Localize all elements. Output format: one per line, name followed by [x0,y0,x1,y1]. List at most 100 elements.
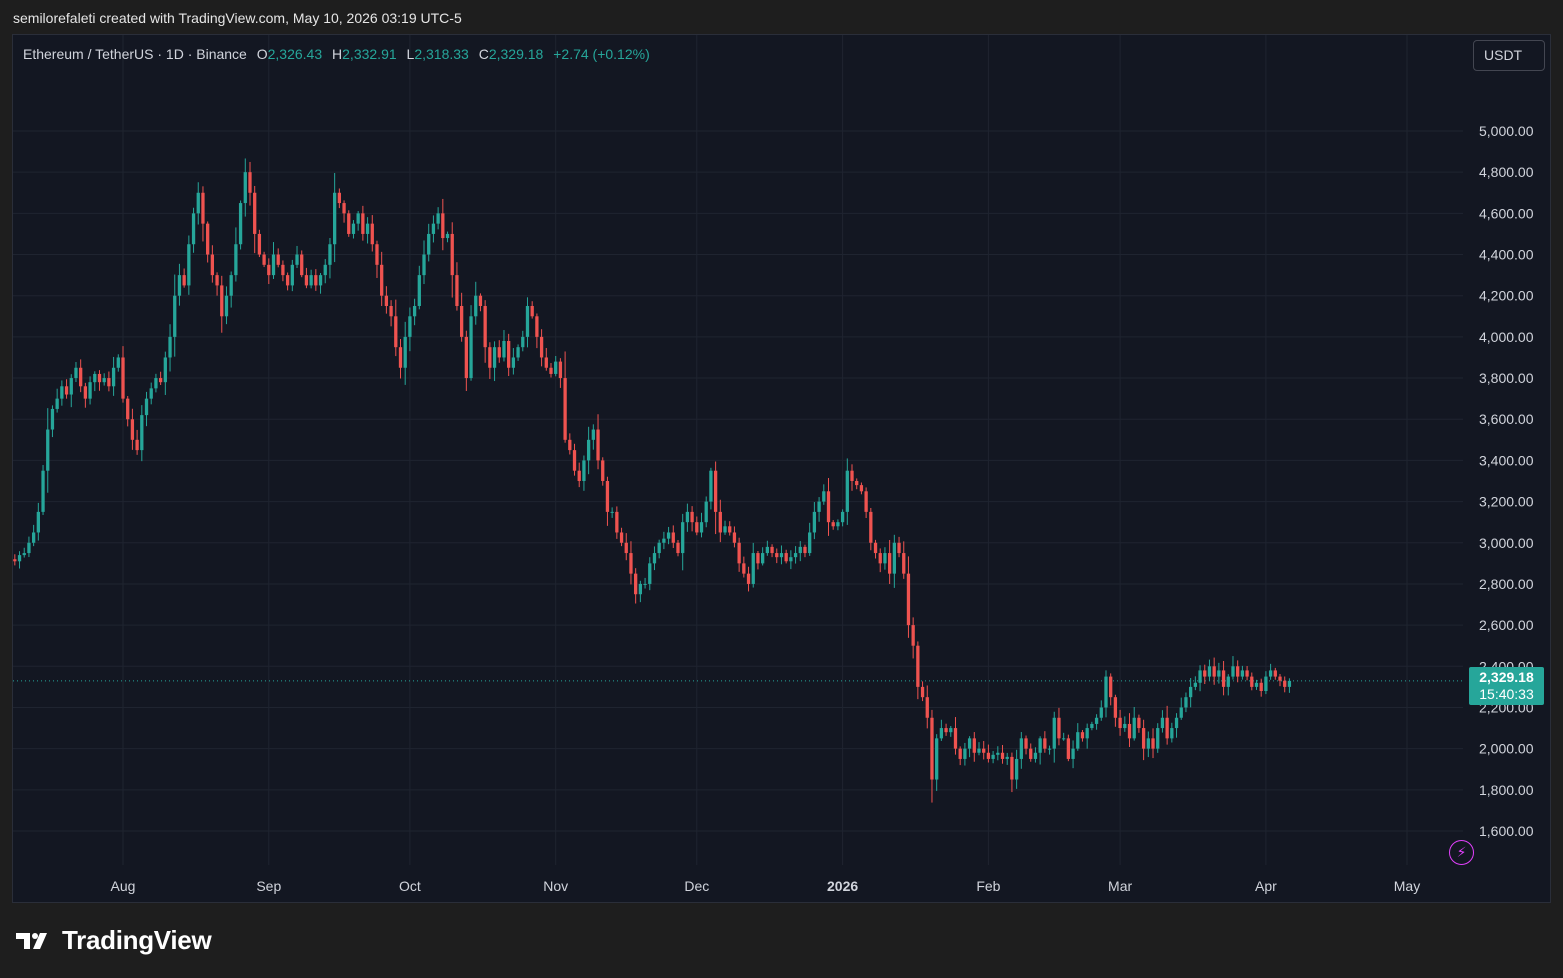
chart-pane[interactable]: 1,600.001,800.002,000.002,200.002,400.00… [12,34,1551,903]
candle [836,519,840,531]
candle [972,732,976,762]
candle [539,329,544,367]
candle [253,185,257,254]
candle [1254,679,1259,690]
candlestick-chart[interactable]: 1,600.001,800.002,000.002,200.002,400.00… [13,35,1551,903]
candle [187,235,191,295]
candle [906,556,911,638]
candle [779,545,784,565]
candle [1066,734,1071,762]
candle [873,539,878,559]
candle [516,344,520,361]
candle [41,465,45,515]
candle [154,373,158,393]
candle [1118,709,1122,736]
tradingview-logo-icon [16,932,47,949]
candle [1094,714,1099,730]
candle [220,275,224,333]
candle [1019,732,1023,769]
candle [1052,711,1056,763]
candle [262,251,266,268]
candle [756,550,760,570]
candle [911,617,915,659]
candle [624,533,628,561]
candle [1273,667,1277,680]
candle [492,341,497,382]
price-tick-label: 4,000.00 [1479,329,1534,345]
candle [238,200,243,250]
candle [168,324,172,372]
price-tick-label: 4,600.00 [1479,205,1534,221]
candle [572,443,577,476]
candle [1014,749,1019,789]
candle [1099,700,1103,721]
candle [196,182,200,225]
candle [822,484,826,505]
candle [1184,692,1188,713]
candle [1156,723,1160,753]
candle [666,526,671,545]
candle [295,245,299,269]
candle [121,346,125,403]
candle [191,207,196,253]
candle [281,260,285,282]
candle [577,462,581,488]
candle [234,227,238,282]
candle [1137,714,1141,733]
candle [803,544,807,558]
candle [144,391,149,427]
candle [883,547,887,570]
candle [1033,747,1038,763]
candle [333,172,337,263]
brand-footer: TradingView [16,925,212,956]
symbol-name[interactable]: Ethereum / TetherUS · 1D · Binance [23,46,247,62]
candle [652,546,657,571]
candle [356,211,360,231]
candle [582,455,586,491]
price-tick-label: 2,600.00 [1479,617,1534,633]
candle [887,539,892,585]
candle [718,499,722,543]
candle [149,382,153,405]
candle [826,478,831,536]
candle [1080,729,1085,742]
candle [996,746,1000,761]
candle [601,457,605,486]
candle [685,503,690,532]
candle [1104,670,1108,718]
candle [314,269,318,291]
candle [676,539,680,557]
candle [64,379,69,399]
candle [1259,678,1263,697]
candle [46,408,50,493]
candle [982,741,986,760]
candle [177,263,182,306]
candle [1000,744,1005,764]
candle [1123,716,1127,732]
candle [916,641,920,700]
candle [27,536,31,558]
candle [634,568,638,604]
candle [1226,674,1230,696]
candle [808,522,812,556]
candle [977,742,981,756]
candle [502,330,506,362]
lightning-icon[interactable]: ⚡ [1449,840,1474,865]
candle [878,548,882,573]
candle [549,363,553,378]
candle [488,342,492,379]
candle [859,482,864,495]
candle [135,429,139,455]
currency-button[interactable]: USDT [1473,40,1545,71]
candle [1005,752,1009,765]
candle [535,313,539,349]
candle [1076,723,1080,751]
candle [60,380,64,406]
candle [351,220,356,239]
candle [920,681,925,702]
candle [248,161,252,206]
candle [596,414,600,470]
candle [1024,735,1028,755]
candle [422,240,426,285]
candle [1090,721,1094,731]
